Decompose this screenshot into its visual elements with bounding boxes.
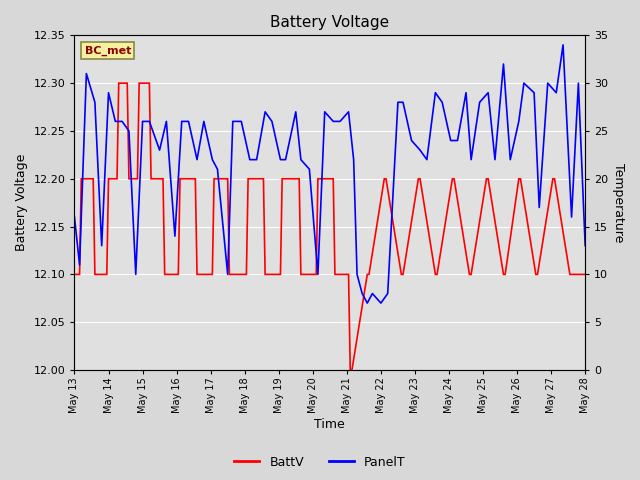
Y-axis label: Battery Voltage: Battery Voltage [15, 154, 28, 252]
Text: BC_met: BC_met [84, 46, 131, 56]
Title: Battery Voltage: Battery Voltage [270, 15, 389, 30]
Legend: BattV, PanelT: BattV, PanelT [229, 451, 411, 474]
X-axis label: Time: Time [314, 419, 345, 432]
Y-axis label: Temperature: Temperature [612, 163, 625, 242]
